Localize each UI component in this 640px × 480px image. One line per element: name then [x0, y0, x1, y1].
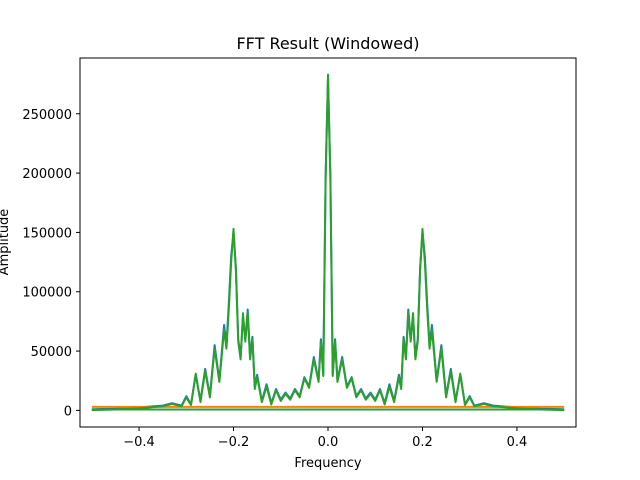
x-tick-label: 0.4 — [507, 435, 528, 450]
x-tick-label: 0.2 — [412, 435, 433, 450]
series-line-2 — [91, 73, 565, 412]
x-tick-label: −0.2 — [218, 435, 250, 450]
series-layer — [91, 73, 565, 412]
x-tick-label: 0.0 — [318, 435, 339, 450]
x-axis: −0.4 −0.2 0.0 0.2 0.4 — [123, 427, 527, 450]
y-tick-label: 200000 — [22, 167, 72, 182]
y-tick-label: 150000 — [22, 226, 72, 241]
y-tick-label: 250000 — [22, 108, 72, 123]
y-tick-label: 50000 — [31, 345, 72, 360]
y-axis-label: Amplitude — [0, 209, 12, 276]
y-axis: 0 50000 100000 150000 200000 250000 — [22, 108, 80, 419]
y-tick-label: 0 — [64, 404, 72, 419]
x-axis-label: Frequency — [294, 456, 361, 471]
x-tick-label: −0.4 — [123, 435, 155, 450]
y-tick-label: 100000 — [22, 286, 72, 301]
chart-title: FFT Result (Windowed) — [236, 34, 419, 53]
